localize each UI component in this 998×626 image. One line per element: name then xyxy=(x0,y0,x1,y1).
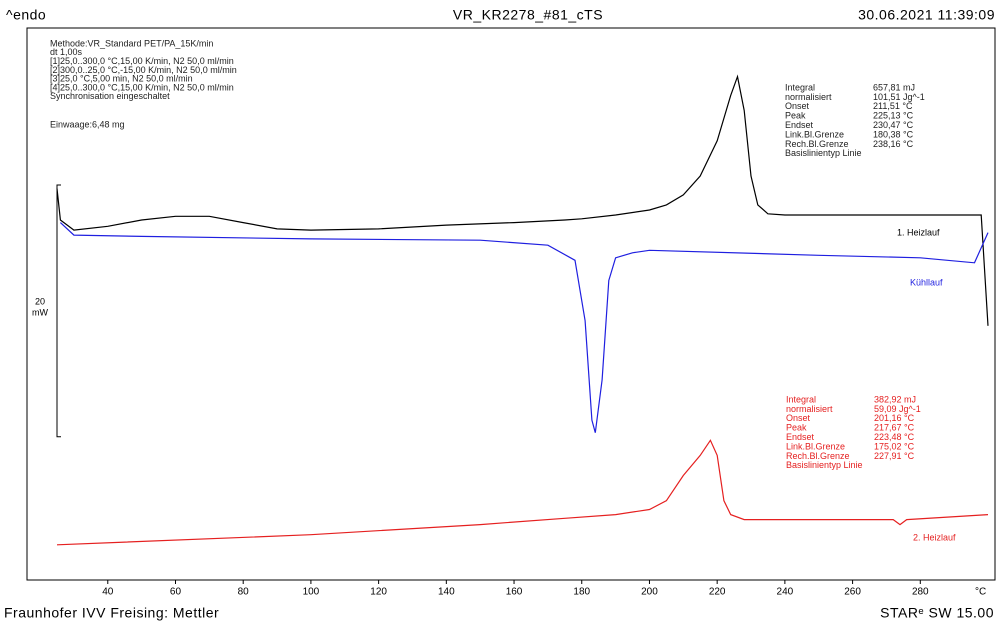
endo-label: ^endo xyxy=(6,7,46,23)
annotation-text: Integral xyxy=(786,394,816,404)
annotation-text: Endset xyxy=(785,120,814,130)
annotation-text: Rech.Bl.Grenze xyxy=(786,451,850,461)
annotation-text: 101,51 Jg^-1 xyxy=(873,92,925,102)
method-line: [2]300,0..25,0 °C,-15,00 K/min, N2 50,0 … xyxy=(50,65,237,75)
series-label: 1. Heizlauf xyxy=(897,227,940,237)
x-tick-label: 240 xyxy=(777,587,794,598)
footer-right: STARᵉ SW 15.00 xyxy=(880,605,994,621)
method-line: Methode:VR_Standard PET/PA_15K/min xyxy=(50,38,213,48)
x-tick-label: 160 xyxy=(506,587,523,598)
x-tick-label: 60 xyxy=(170,587,182,598)
annotation-text: 225,13 °C xyxy=(873,111,914,121)
annotation-text: Link.Bl.Grenze xyxy=(785,129,844,139)
annotation-text: 59,09 Jg^-1 xyxy=(874,404,921,414)
annotation-text: Link.Bl.Grenze xyxy=(786,441,845,451)
annotation-text: Peak xyxy=(786,423,807,433)
annotation-text: Basislinientyp Linie xyxy=(785,148,862,158)
annotation-text: 175,02 °C xyxy=(874,441,915,451)
x-axis-label: °C xyxy=(975,587,986,598)
date: 30.06.2021 11:39:09 xyxy=(858,7,995,23)
series-line xyxy=(56,439,989,546)
method-line: Einwaage:6,48 mg xyxy=(50,119,125,129)
annotation-text: Peak xyxy=(785,111,806,121)
footer-left: Fraunhofer IVV Freising: Mettler xyxy=(4,605,219,621)
series-label: Kühllauf xyxy=(910,277,943,287)
annotation-text: normalisiert xyxy=(786,404,833,414)
annotation-text: Basislinientyp Linie xyxy=(786,460,863,470)
annotation-text: Endset xyxy=(786,432,815,442)
method-line: dt 1,00s xyxy=(50,47,83,57)
x-tick-label: 140 xyxy=(438,587,455,598)
annotation-text: normalisiert xyxy=(785,92,832,102)
annotation-text: 230,47 °C xyxy=(873,120,914,130)
annotation-text: Rech.Bl.Grenze xyxy=(785,139,849,149)
annotation-text: 217,67 °C xyxy=(874,423,915,433)
method-line: [4]25,0..300,0 °C,15,00 K/min, N2 50,0 m… xyxy=(50,82,234,92)
series-label: 2. Heizlauf xyxy=(913,532,956,542)
x-tick-label: 220 xyxy=(709,587,726,598)
annotation-text: Onset xyxy=(786,413,811,423)
x-tick-label: 120 xyxy=(370,587,387,598)
x-tick-label: 40 xyxy=(102,587,114,598)
annotation-text: 201,16 °C xyxy=(874,413,915,423)
method-line: [3]25,0 °C,5,00 min, N2 50,0 ml/min xyxy=(50,74,193,84)
plot-frame xyxy=(26,27,996,581)
annotation-text: 657,81 mJ xyxy=(873,82,915,92)
x-tick-label: 80 xyxy=(238,587,250,598)
annotation-text: Onset xyxy=(785,101,810,111)
method-line: Synchronisation eingeschaltet xyxy=(50,91,170,101)
x-tick-label: 180 xyxy=(573,587,590,598)
annotation-text: 382,92 mJ xyxy=(874,394,916,404)
x-tick-label: 200 xyxy=(641,587,658,598)
x-tick-label: 280 xyxy=(912,587,929,598)
method-line: [1]25,0..300,0 °C,15,00 K/min, N2 50,0 m… xyxy=(50,56,234,66)
annotation-text: 238,16 °C xyxy=(873,139,914,149)
annotation-text: 223,48 °C xyxy=(874,432,915,442)
annotation-text: 180,38 °C xyxy=(873,129,914,139)
x-tick-label: 260 xyxy=(844,587,861,598)
annotation-text: 211,51 °C xyxy=(873,101,913,111)
scale-bar xyxy=(56,184,61,438)
annotation-text: Integral xyxy=(785,82,815,92)
series-line xyxy=(56,74,989,326)
chart-title: VR_KR2278_#81_cTS xyxy=(453,7,603,23)
scale-label: 20 xyxy=(35,296,45,306)
annotation-text: 227,91 °C xyxy=(874,451,915,461)
x-tick-label: 100 xyxy=(303,587,320,598)
scale-unit: mW xyxy=(32,307,48,317)
series-line xyxy=(59,222,989,433)
